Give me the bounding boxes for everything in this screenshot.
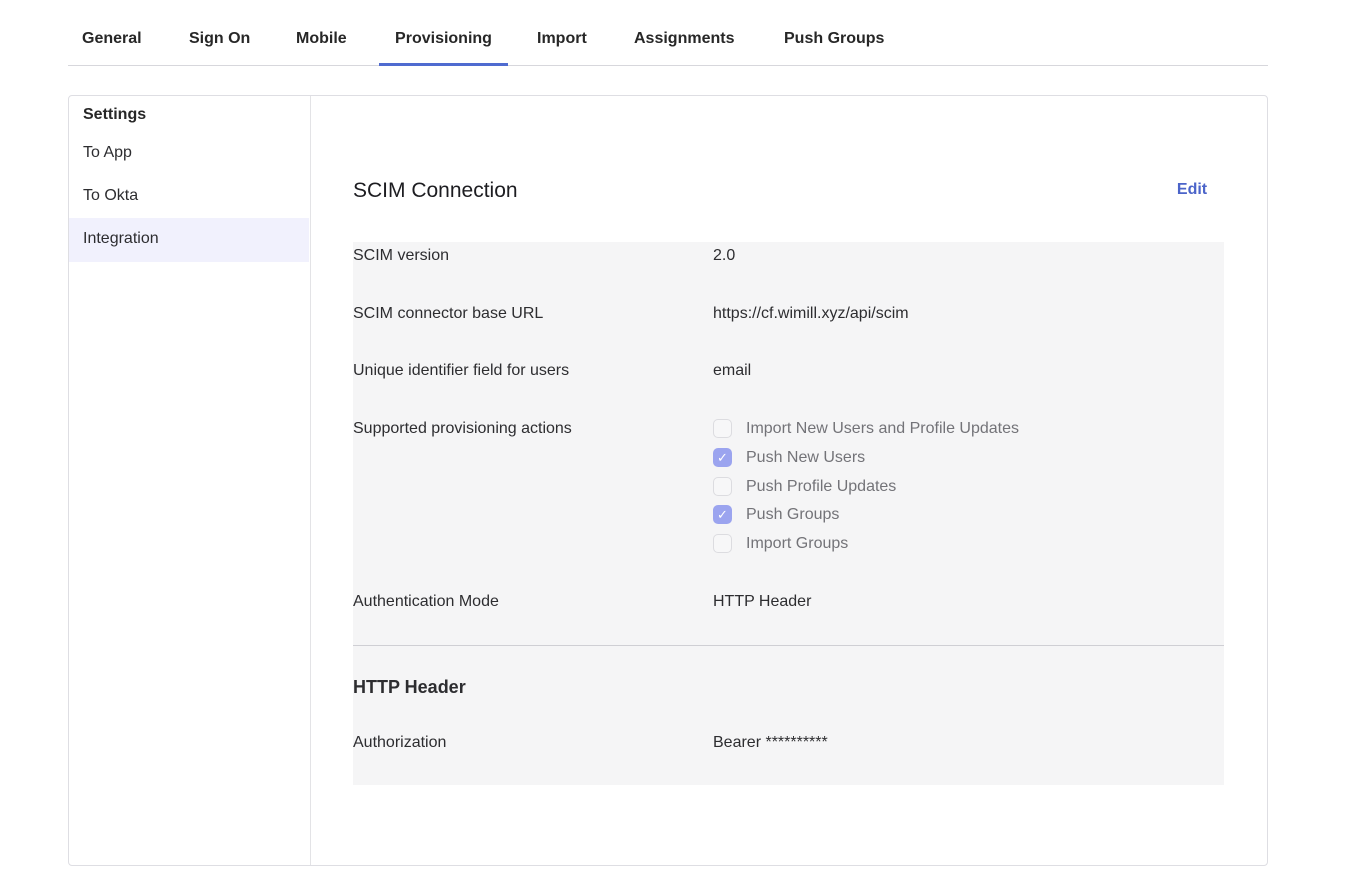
tab-mobile[interactable]: Mobile (296, 30, 347, 47)
action-label: Import New Users and Profile Updates (746, 419, 1019, 437)
scim-version-value: 2.0 (713, 247, 736, 264)
tab-assignments[interactable]: Assignments (634, 30, 735, 47)
action-label: Push Groups (746, 505, 840, 523)
unique-id-value: email (713, 362, 752, 379)
scim-version-label: SCIM version (353, 247, 450, 264)
action-label: Push New Users (746, 448, 866, 466)
action-checkbox: Push Profile Updates (713, 477, 896, 496)
action-label: Push Profile Updates (746, 477, 897, 495)
tab-bar: General Sign On Mobile Provisioning Impo… (68, 0, 1268, 66)
auth-mode-label: Authentication Mode (353, 593, 499, 610)
sidebar-heading: Settings (83, 106, 147, 123)
auth-mode-value: HTTP Header (713, 593, 812, 610)
divider (353, 645, 1224, 646)
tab-push-groups[interactable]: Push Groups (784, 30, 885, 47)
action-checkbox: Import Groups (713, 534, 848, 553)
tab-provisioning[interactable]: Provisioning (379, 30, 508, 66)
scim-details (353, 242, 1224, 785)
tab-import[interactable]: Import (537, 30, 587, 47)
authorization-value: Bearer ********** (713, 734, 828, 751)
action-label: Import Groups (746, 534, 849, 552)
sidebar-item-to-okta[interactable]: To Okta (83, 187, 139, 204)
tab-sign-on[interactable]: Sign On (189, 30, 251, 47)
checkbox-unchecked-icon (713, 419, 732, 438)
checkbox-unchecked-icon (713, 534, 732, 553)
edit-button[interactable]: Edit (1176, 181, 1208, 198)
checkbox-checked-icon: ✓ (713, 505, 732, 524)
http-header-title: HTTP Header (353, 677, 466, 697)
base-url-label: SCIM connector base URL (353, 305, 544, 322)
sidebar-item-to-app[interactable]: To App (83, 144, 132, 161)
action-checkbox: Import New Users and Profile Updates (713, 419, 1019, 438)
unique-id-label: Unique identifier field for users (353, 362, 570, 379)
settings-panel: Settings To App To Okta Integration (68, 95, 1268, 866)
settings-sidebar: Settings To App To Okta Integration (69, 96, 311, 865)
checkbox-checked-icon: ✓ (713, 448, 732, 467)
base-url-value: https://cf.wimill.xyz/api/scim (713, 305, 909, 322)
checkbox-unchecked-icon (713, 477, 732, 496)
sidebar-item-integration[interactable]: Integration (69, 218, 309, 262)
authorization-label: Authorization (353, 734, 447, 751)
action-checkbox: ✓ Push Groups (713, 505, 839, 524)
provisioning-actions-label: Supported provisioning actions (353, 420, 572, 437)
tab-general[interactable]: General (82, 30, 142, 47)
section-title: SCIM Connection (353, 179, 518, 202)
action-checkbox: ✓ Push New Users (713, 448, 865, 467)
